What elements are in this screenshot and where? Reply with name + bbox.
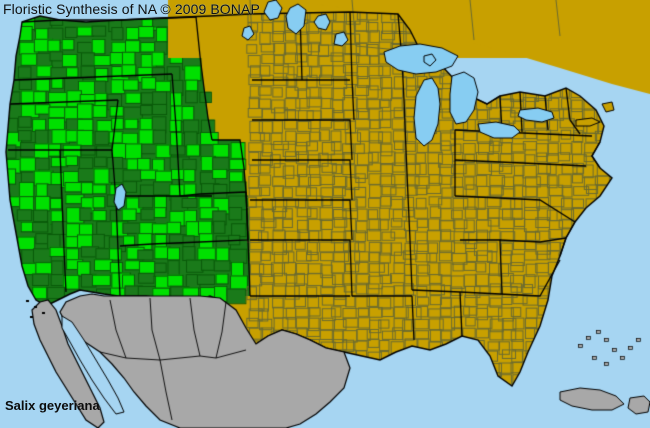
- map-title: Floristic Synthesis of NA © 2009 BONAP: [3, 1, 260, 17]
- species-name-label: Salix geyeriana: [5, 398, 100, 413]
